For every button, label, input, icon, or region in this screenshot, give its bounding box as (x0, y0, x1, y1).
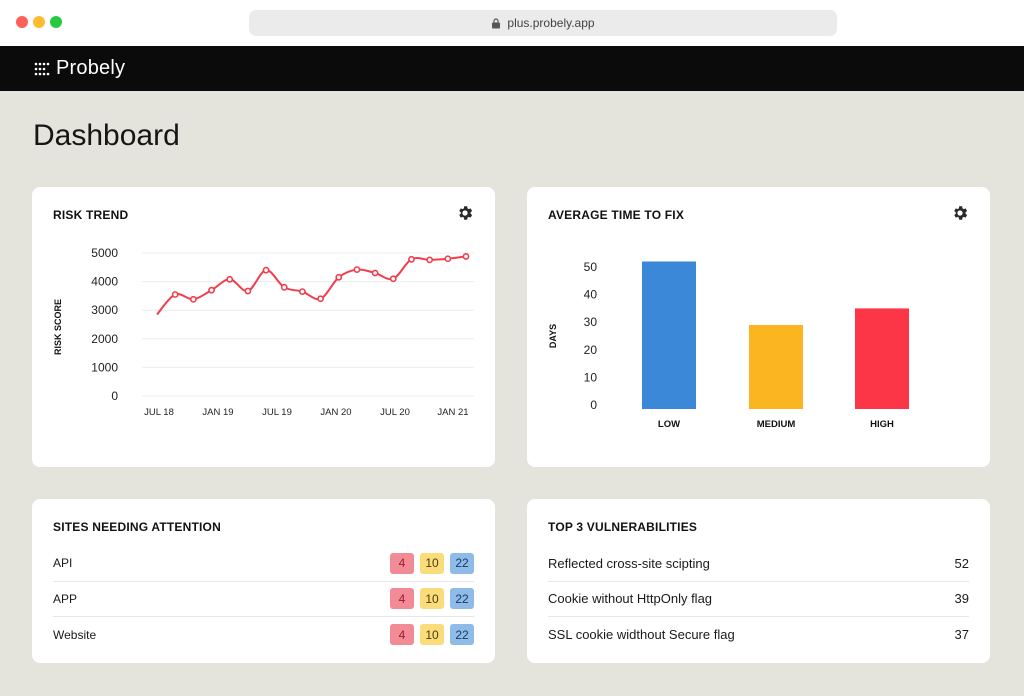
vulnerability-row[interactable]: Cookie without HttpOnly flag 39 (548, 582, 969, 617)
x-tick-label: JAN 20 (320, 407, 351, 418)
risk-data-point[interactable] (353, 266, 361, 273)
risk-data-point[interactable] (462, 253, 470, 260)
y-tick-label: 50 (584, 260, 598, 274)
risk-data-point[interactable] (408, 255, 415, 263)
x-tick-label: JAN 19 (202, 407, 233, 418)
vulnerability-name: Cookie without HttpOnly flag (548, 591, 713, 607)
top-vulnerabilities-title: TOP 3 VULNERABILITIES (548, 520, 698, 534)
maximize-window-button[interactable] (50, 16, 62, 28)
app-header: Probely (0, 46, 1024, 91)
risk-data-point[interactable] (280, 283, 288, 291)
category-label: HIGH (870, 419, 894, 430)
category-label: LOW (658, 419, 680, 430)
site-name: Website (53, 627, 97, 642)
close-window-button[interactable] (16, 16, 28, 28)
risk-trend-line (156, 255, 467, 316)
x-tick-label: JUL 18 (144, 407, 174, 418)
risk-data-point[interactable] (389, 275, 397, 283)
vulnerability-name: Reflected cross-site scipting (548, 555, 710, 571)
probely-logo-icon[interactable] (34, 62, 54, 76)
site-name: API (53, 556, 73, 571)
vulnerability-row[interactable]: Reflected cross-site scipting 52 (548, 546, 969, 582)
average-time-to-fix-card: AVERAGE TIME TO FIX 0 10 20 30 40 50 DAYS LOW ME… (527, 187, 990, 467)
sites-list: API 4 10 22 APP 4 10 22 Website 4 10 22 (53, 546, 474, 653)
risk-data-point[interactable] (317, 295, 324, 303)
high-count-badge[interactable]: 4 (390, 624, 414, 646)
x-tick-label: JUL 19 (262, 407, 292, 418)
site-row-app[interactable]: APP 4 10 22 (53, 582, 474, 617)
y-tick-label: 40 (584, 288, 598, 302)
risk-trend-title: RISK TREND (53, 208, 129, 222)
y-tick-label: 0 (590, 398, 597, 412)
vulnerability-count: 39 (954, 591, 969, 607)
risk-data-point[interactable] (171, 291, 179, 298)
page-title: Dashboard (33, 119, 180, 152)
x-tick-label: JUL 20 (380, 407, 410, 418)
risk-data-point[interactable] (208, 286, 215, 294)
bar-medium[interactable] (749, 324, 803, 409)
medium-count-badge[interactable]: 10 (420, 552, 444, 574)
low-count-badge[interactable]: 22 (450, 624, 474, 646)
vulnerabilities-list: Reflected cross-site scipting 52 Cookie … (548, 546, 969, 653)
low-count-badge[interactable]: 22 (450, 552, 474, 574)
site-row-api[interactable]: API 4 10 22 (53, 546, 474, 582)
y-tick-label: 4000 (91, 275, 118, 289)
y-tick-label: 30 (584, 315, 598, 329)
browser-chrome: plus.probely.app (0, 0, 1024, 46)
dashboard-main: Dashboard RISK TREND 0 1000 2000 3000 4000 50… (0, 91, 1024, 696)
vulnerability-count: 37 (954, 627, 969, 643)
vulnerability-count: 52 (954, 555, 969, 571)
medium-count-badge[interactable]: 10 (420, 588, 444, 610)
risk-trend-card: RISK TREND 0 1000 2000 3000 4000 5000 RISK SCO… (32, 187, 495, 467)
risk-data-point[interactable] (244, 287, 252, 295)
site-row-website[interactable]: Website 4 10 22 (53, 617, 474, 653)
risk-data-point[interactable] (189, 295, 197, 303)
y-axis-label: RISK SCORE (53, 299, 63, 355)
vulnerability-name: SSL cookie widthout Secure flag (548, 627, 735, 643)
risk-trend-chart: 0 1000 2000 3000 4000 5000 RISK SCORE JUL 18 JAN… (53, 246, 474, 418)
average-time-settings-gear-icon[interactable] (951, 204, 969, 222)
high-count-badge[interactable]: 4 (390, 588, 414, 610)
risk-data-point[interactable] (262, 266, 270, 274)
risk-data-point[interactable] (299, 288, 306, 296)
y-tick-label: 5000 (91, 246, 118, 260)
sites-needing-attention-card: SITES NEEDING ATTENTION API 4 10 22 APP … (32, 499, 495, 663)
average-time-to-fix-chart: 0 10 20 30 40 50 DAYS LOW MEDIUM HIGH (548, 260, 909, 430)
url-text: plus.probely.app (507, 16, 595, 30)
site-name: APP (53, 591, 78, 606)
x-tick-label: JAN 21 (437, 407, 468, 418)
risk-data-point[interactable] (335, 273, 343, 281)
minimize-window-button[interactable] (33, 16, 45, 28)
y-tick-label: 2000 (91, 332, 118, 346)
bar-low[interactable] (642, 261, 696, 409)
top-vulnerabilities-card: TOP 3 VULNERABILITIES Reflected cross-si… (527, 499, 990, 663)
sites-needing-attention-title: SITES NEEDING ATTENTION (53, 520, 221, 534)
y-tick-label: 0 (111, 389, 118, 403)
risk-trend-settings-gear-icon[interactable] (456, 204, 474, 222)
bar-high[interactable] (855, 308, 909, 409)
high-count-badge[interactable]: 4 (390, 552, 414, 574)
y-tick-label: 20 (584, 343, 598, 357)
average-time-to-fix-title: AVERAGE TIME TO FIX (548, 208, 685, 222)
y-axis-label: DAYS (548, 324, 558, 348)
risk-data-point[interactable] (371, 269, 379, 277)
y-tick-label: 3000 (91, 303, 118, 317)
address-bar[interactable]: plus.probely.app (249, 10, 837, 36)
y-tick-label: 1000 (91, 360, 118, 374)
medium-count-badge[interactable]: 10 (420, 624, 444, 646)
y-tick-label: 10 (584, 370, 598, 384)
vulnerability-row[interactable]: SSL cookie widthout Secure flag 37 (548, 617, 969, 653)
risk-data-point[interactable] (226, 275, 234, 283)
risk-data-point[interactable] (444, 255, 452, 263)
category-label: MEDIUM (757, 419, 796, 430)
risk-data-point[interactable] (426, 256, 434, 264)
brand-name: Probely (56, 57, 126, 79)
lock-icon (492, 17, 501, 28)
low-count-badge[interactable]: 22 (450, 588, 474, 610)
